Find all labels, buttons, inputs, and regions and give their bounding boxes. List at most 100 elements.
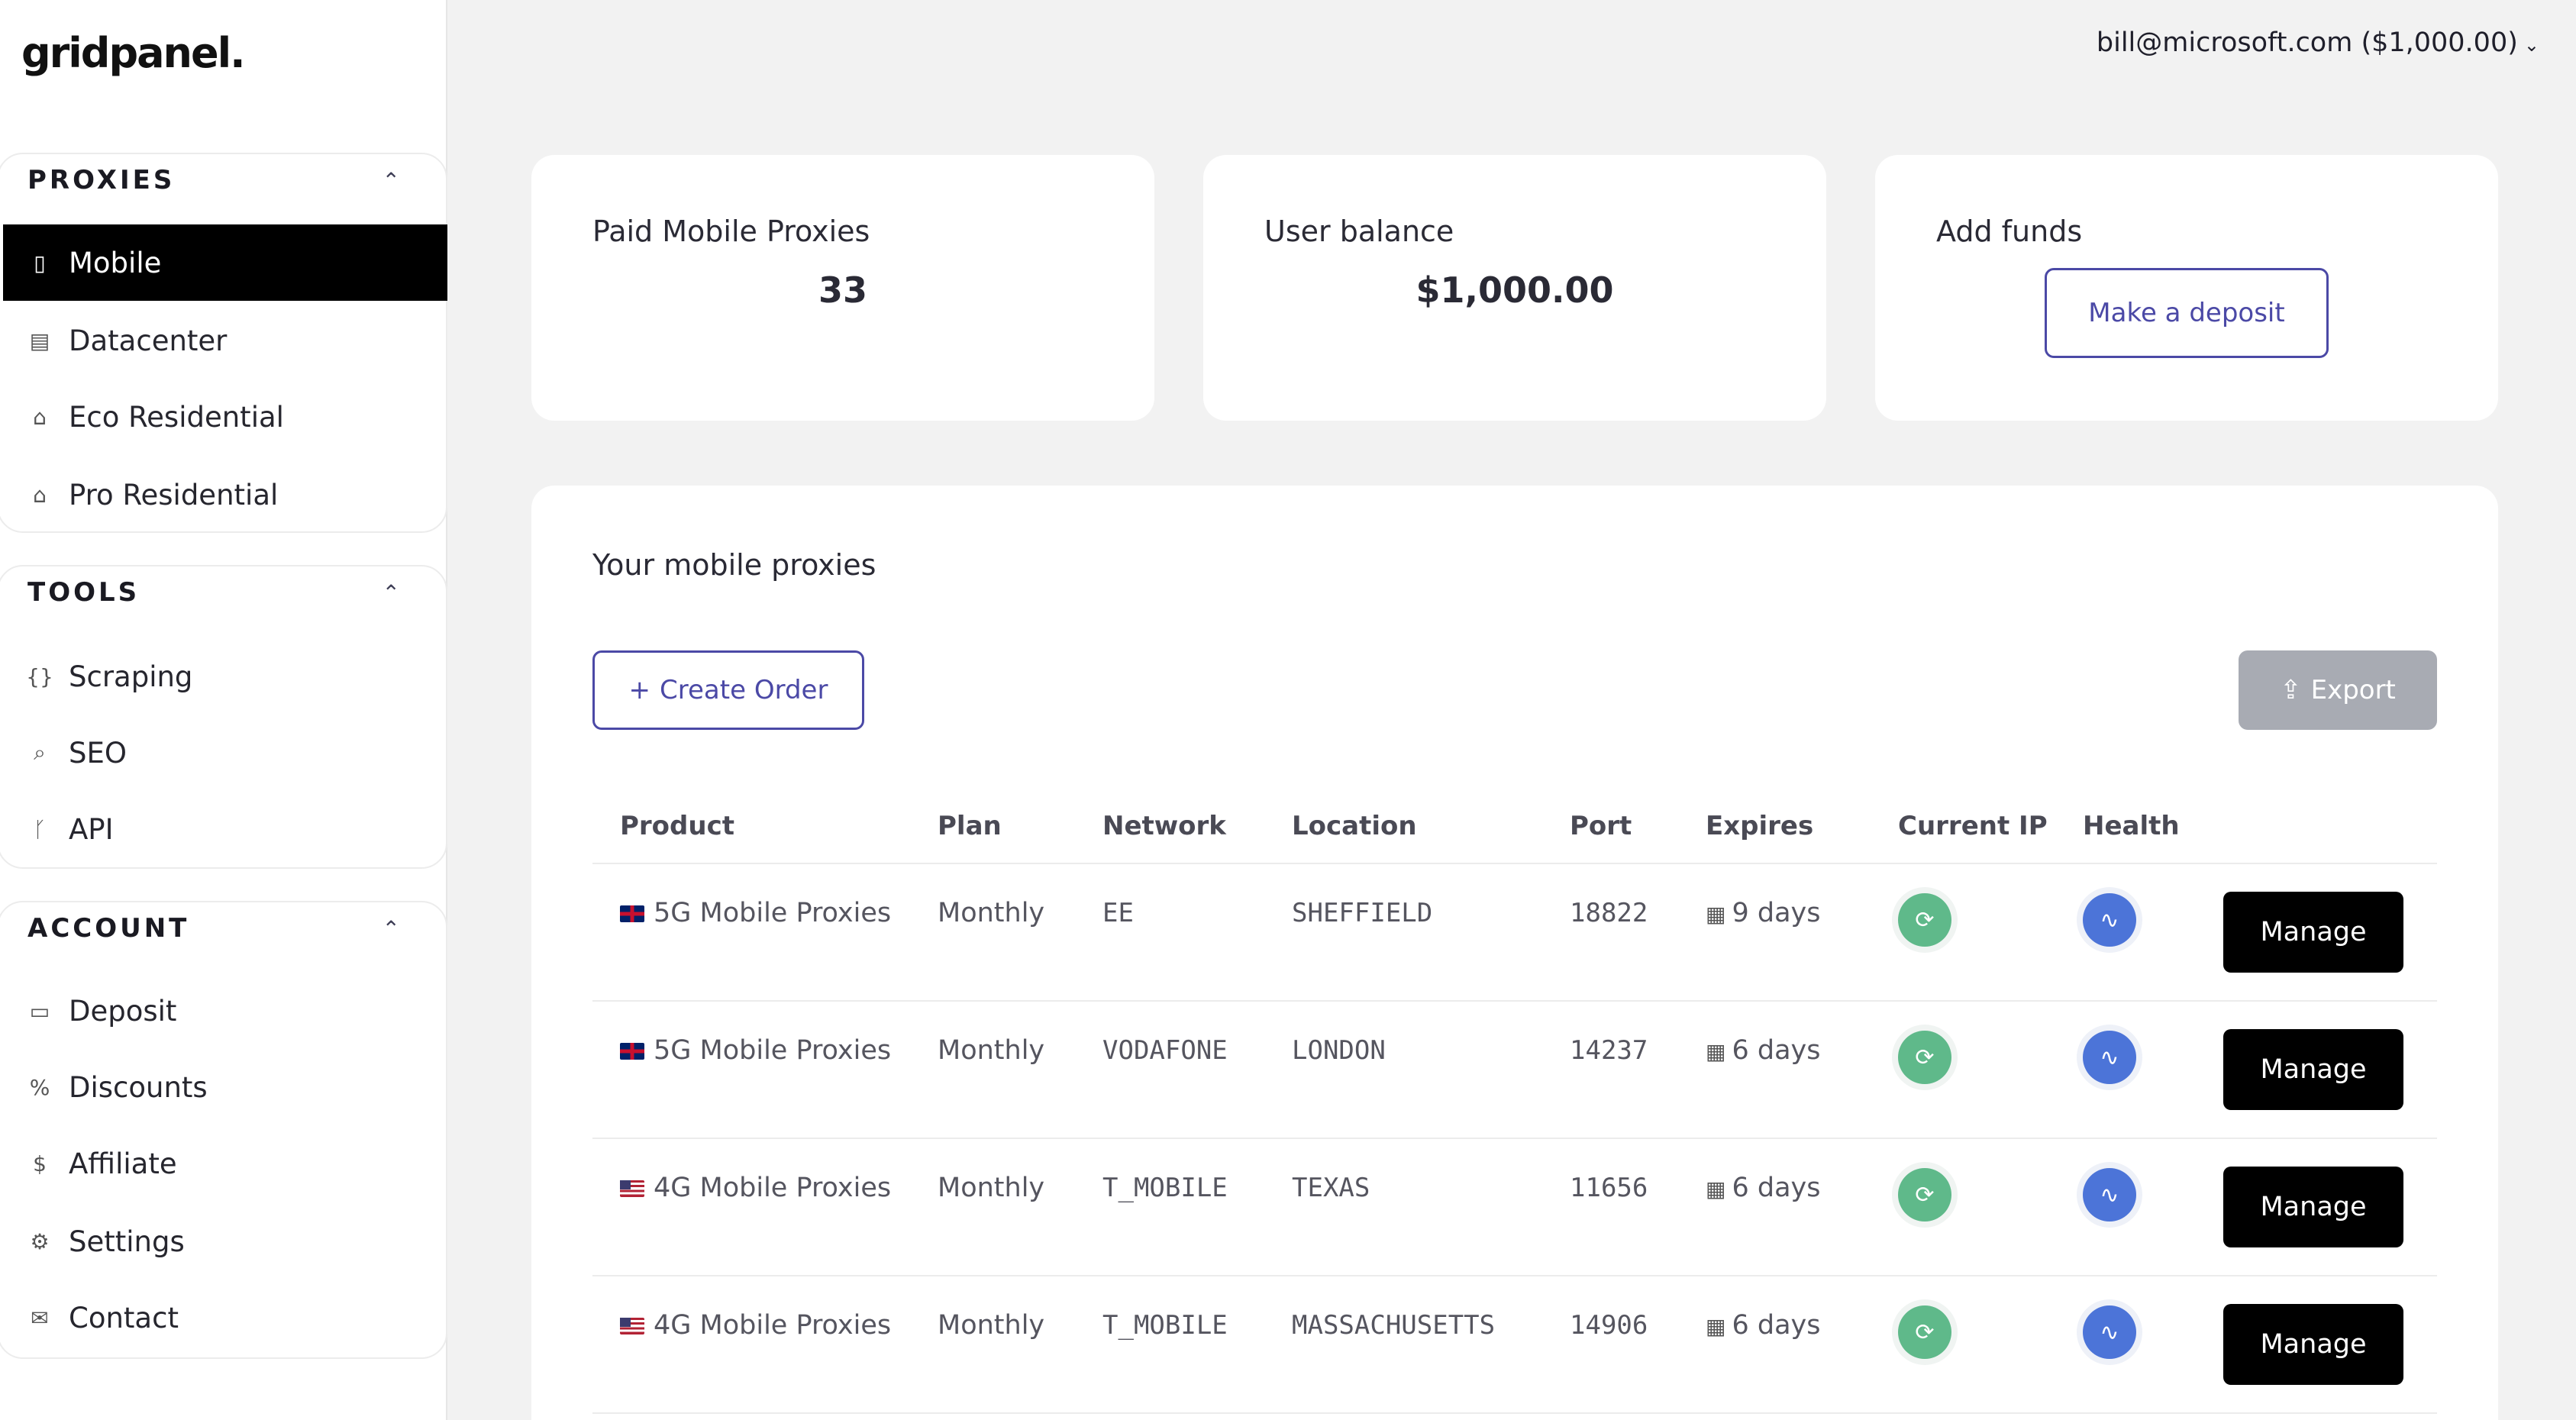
chevron-up-icon[interactable]: ⌃ (382, 579, 400, 605)
section-tools-header[interactable]: TOOLS ⌃ (27, 571, 400, 614)
user-menu-label: bill@microsoft.com ($1,000.00) (2096, 27, 2518, 58)
chevron-up-icon[interactable]: ⌃ (382, 167, 400, 193)
manage-button[interactable]: Manage (2223, 1029, 2403, 1110)
calendar-icon: ▦ (1706, 1039, 1726, 1064)
braces-icon: {} (26, 663, 53, 689)
section-title: TOOLS (27, 577, 140, 608)
column-header-network[interactable]: Network (1102, 811, 1226, 841)
network-cell: T_MOBILE (1102, 1310, 1228, 1341)
health-pulse-icon[interactable]: ∿ (2083, 1168, 2136, 1222)
create-order-label: Create Order (660, 675, 828, 705)
section-proxies-header[interactable]: PROXIES ⌃ (27, 159, 400, 202)
paid-proxies-label: Paid Mobile Proxies (592, 215, 870, 248)
sidebar-item-deposit[interactable]: ▭ Deposit (3, 973, 447, 1049)
chevron-down-icon: ⌄ (2523, 34, 2539, 56)
manage-button[interactable]: Manage (2223, 1167, 2403, 1247)
product-name: 4G Mobile Proxies (654, 1173, 892, 1203)
product-cell: 4G Mobile Proxies (620, 1173, 891, 1203)
sidebar-item-scraping[interactable]: {} Scraping (3, 638, 447, 715)
sidebar-item-label: Datacenter (69, 324, 228, 357)
rotate-ip-icon[interactable]: ⟳ (1898, 1305, 1951, 1359)
section-account-header[interactable]: ACCOUNT ⌃ (27, 907, 400, 950)
rotate-ip-icon[interactable]: ⟳ (1898, 1168, 1951, 1222)
sidebar-item-affiliate[interactable]: $ Affiliate (3, 1125, 447, 1202)
uk-flag-icon (620, 905, 644, 922)
gear-icon: ⚙ (30, 1228, 50, 1254)
product-cell: 5G Mobile Proxies (620, 1035, 891, 1066)
location-cell: LONDON (1292, 1035, 1386, 1066)
paid-proxies-value: 33 (818, 269, 867, 311)
uk-flag-icon (620, 1043, 644, 1060)
sidebar-item-label: Eco Residential (69, 400, 284, 434)
sidebar-item-label: Pro Residential (69, 478, 279, 512)
export-button[interactable]: ⇪ Export (2239, 650, 2437, 730)
column-header-port[interactable]: Port (1570, 811, 1632, 841)
product-name: 5G Mobile Proxies (654, 898, 892, 928)
export-label: Export (2310, 675, 2396, 705)
rotate-ip-icon[interactable]: ⟳ (1898, 1031, 1951, 1084)
search-icon: ⌕ (34, 740, 46, 765)
sidebar-item-pro-residential[interactable]: ⌂ Pro Residential (3, 457, 447, 533)
health-pulse-icon[interactable]: ∿ (2083, 1305, 2136, 1359)
expires-cell: ▦ 9 days (1706, 898, 1820, 928)
sidebar-item-label: SEO (69, 736, 127, 770)
product-cell: 4G Mobile Proxies (620, 1310, 891, 1341)
user-menu[interactable]: bill@microsoft.com ($1,000.00) ⌄ (2097, 27, 2539, 58)
sidebar-item-discounts[interactable]: % Discounts (3, 1049, 447, 1125)
credit-card-icon: ▭ (29, 998, 50, 1024)
port-cell: 14906 (1570, 1310, 1648, 1341)
user-balance-value: $1,000.00 (1416, 269, 1614, 311)
chevron-up-icon[interactable]: ⌃ (382, 915, 400, 941)
port-cell: 11656 (1570, 1173, 1648, 1203)
rotate-ip-icon[interactable]: ⟳ (1898, 893, 1951, 947)
sidebar-item-label: Affiliate (69, 1147, 177, 1180)
network-cell: VODAFONE (1102, 1035, 1228, 1066)
network-cell: T_MOBILE (1102, 1173, 1228, 1203)
user-balance-card: User balance $1,000.00 (1203, 155, 1826, 421)
column-header-plan[interactable]: Plan (938, 811, 1002, 841)
mobile-proxies-panel: Your mobile proxies + Create Order ⇪ Exp… (531, 486, 2498, 1420)
percent-icon: % (29, 1074, 50, 1100)
logo[interactable]: gridpanel. (21, 29, 246, 77)
sidebar-item-label: Mobile (69, 246, 162, 279)
section-title: PROXIES (27, 165, 176, 195)
location-cell: MASSACHUSETTS (1292, 1310, 1496, 1341)
mobile-icon: ▯ (34, 250, 46, 276)
sidebar-item-mobile[interactable]: ▯ Mobile (3, 224, 447, 301)
section-account: ACCOUNT ⌃ (0, 901, 447, 1359)
manage-button[interactable]: Manage (2223, 892, 2403, 973)
create-order-button[interactable]: + Create Order (592, 650, 864, 730)
section-title: ACCOUNT (27, 913, 190, 944)
column-header-location[interactable]: Location (1292, 811, 1417, 841)
sidebar-item-contact[interactable]: ✉ Contact (3, 1280, 447, 1356)
sidebar: gridpanel. PROXIES ⌃ ▯ Mobile ▤ Datacent… (0, 0, 447, 1420)
column-header-product[interactable]: Product (620, 811, 734, 841)
sidebar-item-eco-residential[interactable]: ⌂ Eco Residential (3, 379, 447, 455)
sidebar-item-settings[interactable]: ⚙ Settings (3, 1203, 447, 1280)
sidebar-item-seo[interactable]: ⌕ SEO (3, 715, 447, 791)
us-flag-icon (620, 1318, 644, 1334)
health-pulse-icon[interactable]: ∿ (2083, 893, 2136, 947)
sidebar-item-datacenter[interactable]: ▤ Datacenter (3, 302, 447, 379)
sidebar-item-label: Settings (69, 1225, 185, 1258)
sidebar-item-label: Deposit (69, 994, 177, 1028)
add-funds-label: Add funds (1936, 215, 2083, 248)
plus-icon: + (628, 675, 651, 705)
dollar-icon: $ (33, 1151, 47, 1176)
column-header-expires[interactable]: Expires (1706, 811, 1814, 841)
section-proxies: PROXIES ⌃ (0, 153, 447, 533)
table-row: 4G Mobile Proxies Monthly T_MOBILE TEXAS… (592, 1139, 2437, 1276)
table-row: 4G Mobile Proxies Monthly T_MOBILE MASSA… (592, 1276, 2437, 1414)
git-branch-icon: ᚴ (33, 816, 47, 842)
column-header-current-ip[interactable]: Current IP (1898, 811, 2048, 841)
manage-button[interactable]: Manage (2223, 1304, 2403, 1385)
plan-cell: Monthly (938, 1310, 1045, 1341)
make-deposit-button[interactable]: Make a deposit (2045, 268, 2329, 358)
mail-icon: ✉ (31, 1305, 49, 1331)
health-pulse-icon[interactable]: ∿ (2083, 1031, 2136, 1084)
sidebar-item-label: API (69, 812, 114, 846)
home-icon: ⌂ (33, 404, 47, 430)
sidebar-item-label: Contact (69, 1301, 179, 1334)
sidebar-item-api[interactable]: ᚴ API (3, 791, 447, 867)
column-header-health[interactable]: Health (2083, 811, 2180, 841)
